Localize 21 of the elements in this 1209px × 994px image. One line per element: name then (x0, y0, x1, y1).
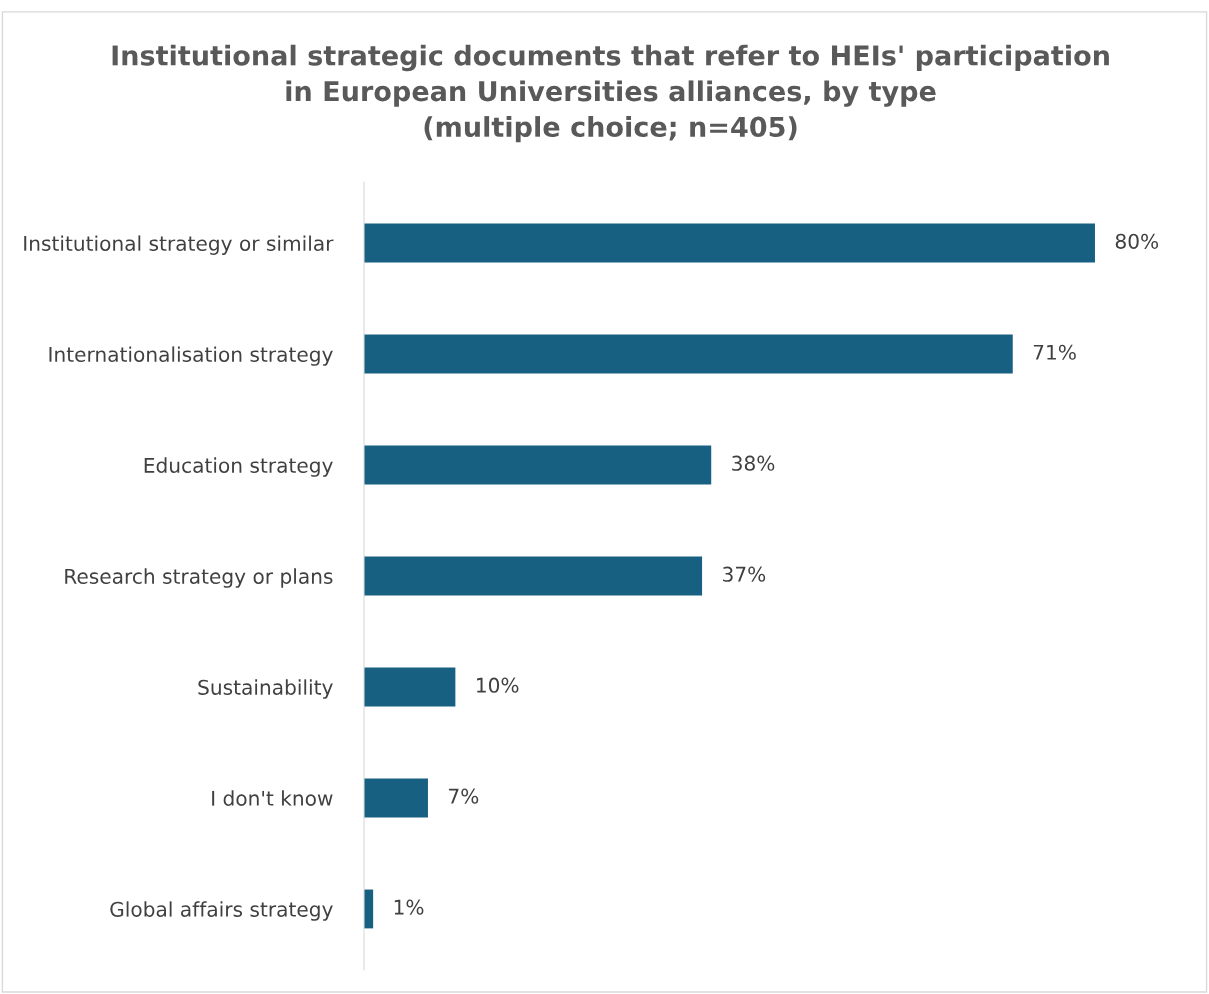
bar (364, 778, 428, 818)
y-tick-label: Internationalisation strategy (49, 346, 333, 366)
data-label: 80% (1115, 233, 1159, 249)
bar (364, 445, 712, 485)
y-tick-label: Sustainability (198, 679, 333, 699)
bar (364, 667, 456, 707)
bar (364, 556, 703, 596)
chart-title: Institutional strategic documents that refer to HEIs' participation in European Universities alliances, by type (multiple choice; n=405) (112, 44, 1109, 143)
y-tick-label: Research strategy or plans (65, 568, 333, 588)
data-label: 1% (394, 899, 424, 915)
data-label: 71% (1033, 344, 1076, 360)
y-tick-label: Global affairs strategy (110, 901, 333, 921)
data-label: 37% (723, 566, 766, 582)
y-tick-label: Institutional strategy or similar (24, 235, 334, 255)
y-tick-label: Education strategy (144, 457, 333, 477)
data-label: 38% (732, 455, 775, 471)
bar (364, 334, 1013, 374)
data-label: 10% (477, 677, 519, 693)
y-tick-label: I don't know (212, 790, 333, 806)
data-label: 7% (449, 788, 479, 804)
bar (364, 223, 1095, 263)
